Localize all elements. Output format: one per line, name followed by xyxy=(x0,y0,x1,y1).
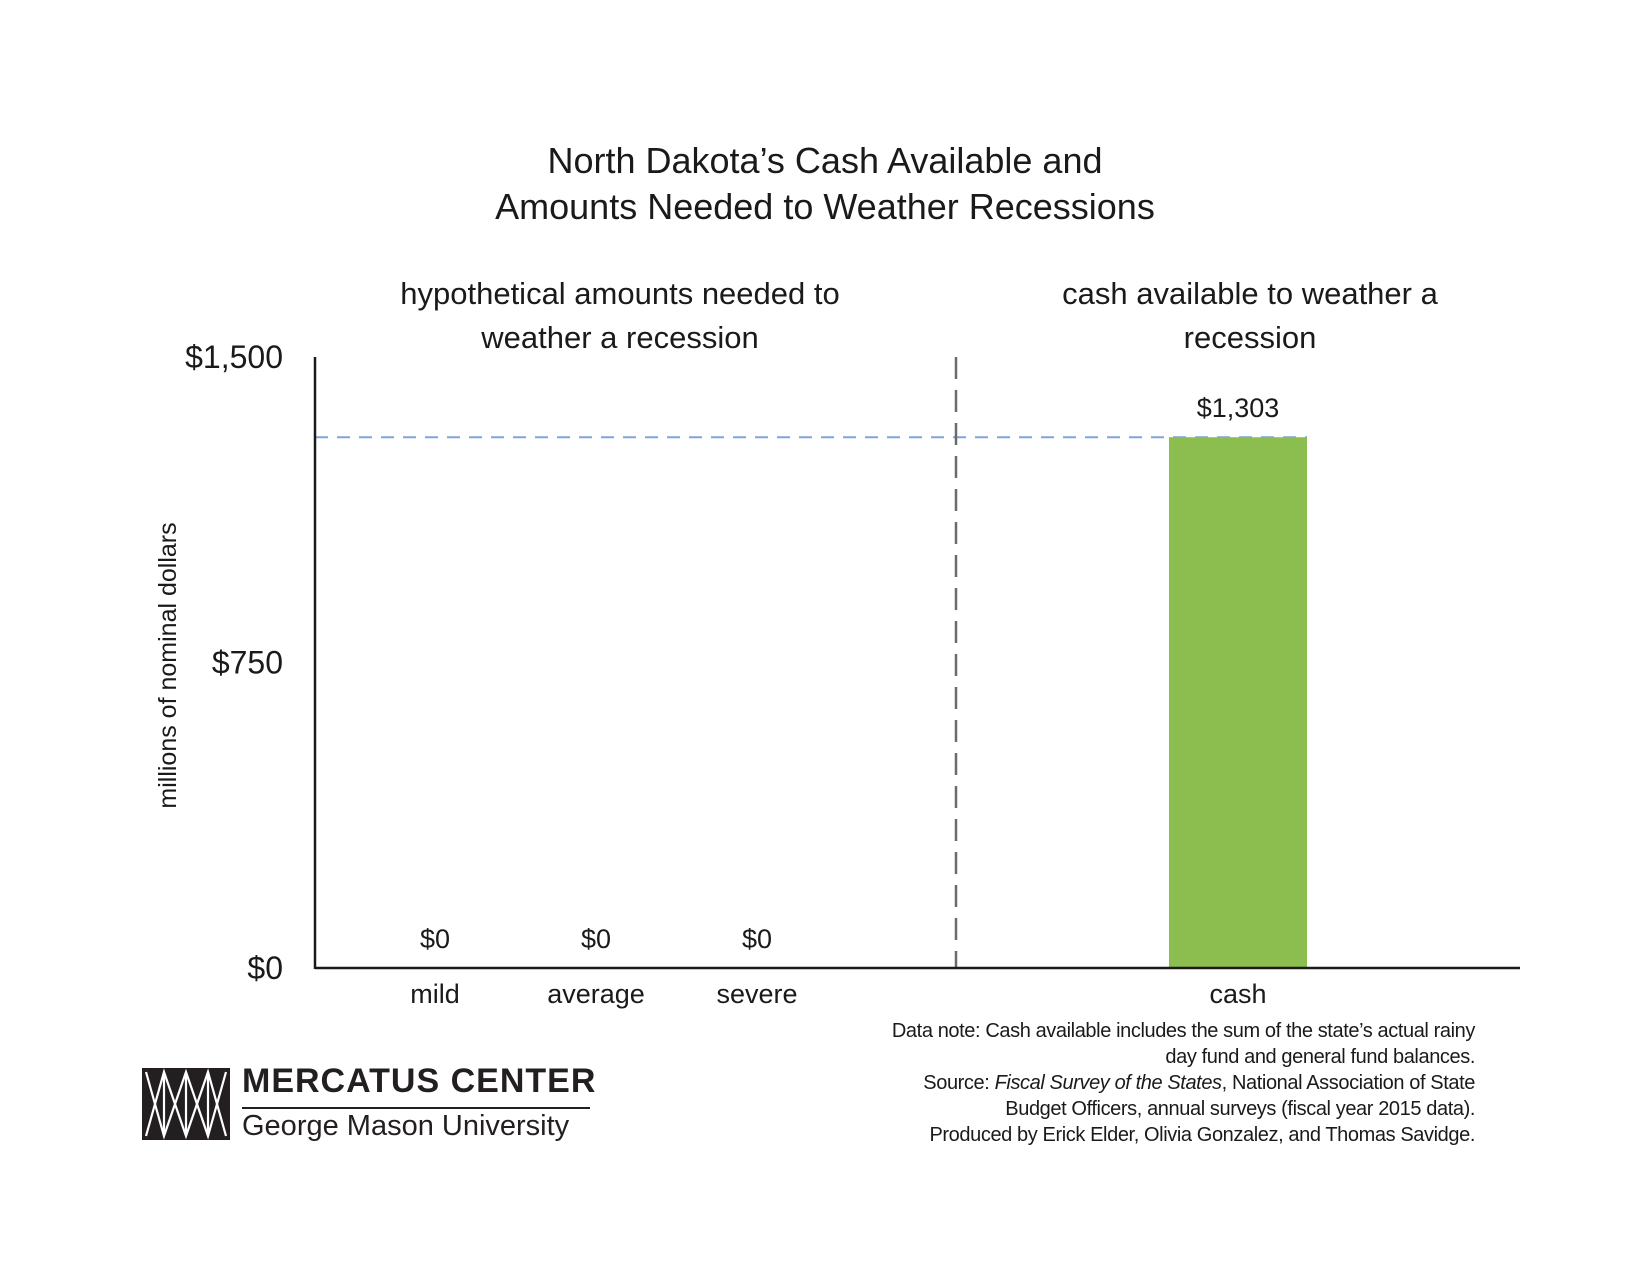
value-label-mild: $0 xyxy=(420,924,450,954)
logo-name: MERCATUS CENTER xyxy=(242,1062,597,1100)
mercatus-logo: MERCATUS CENTER George Mason University xyxy=(142,1062,595,1144)
section-heading-hypothetical: hypothetical amounts needed to weather a… xyxy=(340,272,900,360)
category-label-cash: cash xyxy=(1209,979,1266,1009)
value-label-cash: $1,303 xyxy=(1197,393,1280,423)
section-heading-cash: cash available to weather a recession xyxy=(990,272,1510,360)
chart-title-line-1: North Dakota’s Cash Available and xyxy=(547,140,1103,181)
value-label-average: $0 xyxy=(581,924,611,954)
section-heading-hypothetical-line-1: hypothetical amounts needed to xyxy=(400,276,840,311)
y-tick-label: $750 xyxy=(212,645,283,681)
source-prefix: Source: xyxy=(923,1072,995,1094)
mercatus-logo-mark-icon xyxy=(142,1068,230,1140)
source-rest: , National Association of State xyxy=(1221,1072,1476,1094)
section-heading-cash-line-1: cash available to weather a xyxy=(1062,276,1438,311)
source-publication: Fiscal Survey of the States xyxy=(994,1072,1222,1094)
bar-cash xyxy=(1169,437,1307,969)
credit-line: Produced by Erick Elder, Olivia Gonzalez… xyxy=(929,1124,1475,1146)
value-label-severe: $0 xyxy=(742,924,772,954)
chart-title-line-2: Amounts Needed to Weather Recessions xyxy=(495,186,1155,227)
category-label-average: average xyxy=(547,979,645,1009)
source-line-1: Source: Fiscal Survey of the States, Nat… xyxy=(892,1070,1475,1096)
logo-divider xyxy=(242,1107,590,1109)
source-line-2: Budget Officers, annual surveys (fiscal … xyxy=(1005,1098,1475,1120)
y-tick-label: $1,500 xyxy=(185,339,283,375)
category-label-mild: mild xyxy=(410,979,460,1009)
logo-subtitle: George Mason University xyxy=(242,1110,570,1142)
y-axis-label: millions of nominal dollars xyxy=(154,522,182,808)
section-heading-hypothetical-line-2: weather a recession xyxy=(481,320,759,355)
data-note-line-2: day fund and general fund balances. xyxy=(1165,1046,1475,1068)
chart-title: North Dakota’s Cash Available and Amount… xyxy=(0,138,1650,230)
data-note: Data note: Cash available includes the s… xyxy=(891,1018,1476,1148)
y-tick-label: $0 xyxy=(247,950,283,986)
data-note-line-1: Data note: Cash available includes the s… xyxy=(891,1020,1476,1042)
category-label-severe: severe xyxy=(716,979,797,1009)
section-heading-cash-line-2: recession xyxy=(1183,320,1317,355)
